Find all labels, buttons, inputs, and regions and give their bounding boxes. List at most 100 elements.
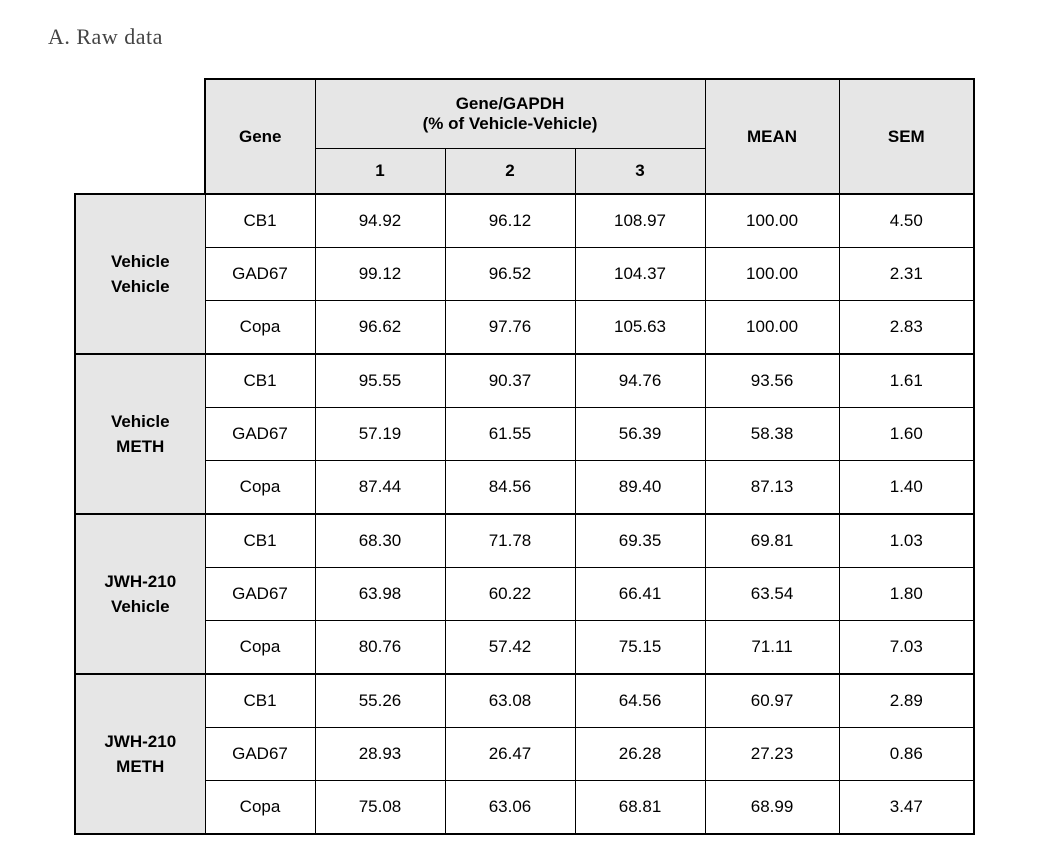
sem-cell: 1.40 xyxy=(839,461,974,515)
table-row: JWH-210 METH CB1 55.26 63.08 64.56 60.97… xyxy=(75,674,974,728)
value-cell: 26.47 xyxy=(445,728,575,781)
value-cell: 108.97 xyxy=(575,194,705,248)
sem-cell: 2.83 xyxy=(839,301,974,355)
gene-cell: Copa xyxy=(205,781,315,835)
value-cell: 96.12 xyxy=(445,194,575,248)
mean-cell: 93.56 xyxy=(705,354,839,408)
table-row: GAD67 63.98 60.22 66.41 63.54 1.80 xyxy=(75,568,974,621)
value-cell: 68.81 xyxy=(575,781,705,835)
gene-cell: CB1 xyxy=(205,674,315,728)
value-cell: 89.40 xyxy=(575,461,705,515)
mean-cell: 58.38 xyxy=(705,408,839,461)
value-cell: 69.35 xyxy=(575,514,705,568)
table-row: Copa 75.08 63.06 68.81 68.99 3.47 xyxy=(75,781,974,835)
value-cell: 55.26 xyxy=(315,674,445,728)
mean-cell: 87.13 xyxy=(705,461,839,515)
sem-cell: 1.80 xyxy=(839,568,974,621)
mean-cell: 27.23 xyxy=(705,728,839,781)
col-n1: 1 xyxy=(315,149,445,195)
group-label-line2: Vehicle xyxy=(111,277,170,296)
mean-cell: 69.81 xyxy=(705,514,839,568)
value-cell: 61.55 xyxy=(445,408,575,461)
value-cell: 64.56 xyxy=(575,674,705,728)
mean-cell: 71.11 xyxy=(705,621,839,675)
table-row: Copa 80.76 57.42 75.15 71.11 7.03 xyxy=(75,621,974,675)
value-cell: 66.41 xyxy=(575,568,705,621)
gene-cell: Copa xyxy=(205,461,315,515)
value-cell: 56.39 xyxy=(575,408,705,461)
raw-data-table: Gene Gene/GAPDH (% of Vehicle-Vehicle) M… xyxy=(74,78,975,835)
sem-cell: 1.03 xyxy=(839,514,974,568)
col-gapdh-title: Gene/GAPDH (% of Vehicle-Vehicle) xyxy=(315,79,705,149)
sem-cell: 4.50 xyxy=(839,194,974,248)
value-cell: 57.19 xyxy=(315,408,445,461)
value-cell: 63.98 xyxy=(315,568,445,621)
table-row: GAD67 28.93 26.47 26.28 27.23 0.86 xyxy=(75,728,974,781)
value-cell: 87.44 xyxy=(315,461,445,515)
sem-cell: 0.86 xyxy=(839,728,974,781)
gene-cell: Copa xyxy=(205,621,315,675)
section-title: A. Raw data xyxy=(48,24,163,50)
gene-cell: GAD67 xyxy=(205,248,315,301)
table-row: Copa 96.62 97.76 105.63 100.00 2.83 xyxy=(75,301,974,355)
value-cell: 71.78 xyxy=(445,514,575,568)
gene-cell: GAD67 xyxy=(205,408,315,461)
raw-data-table-wrap: Gene Gene/GAPDH (% of Vehicle-Vehicle) M… xyxy=(74,78,973,835)
value-cell: 96.52 xyxy=(445,248,575,301)
group-label-line1: Vehicle xyxy=(111,252,170,271)
group-header: Vehicle Vehicle xyxy=(75,194,205,354)
sem-cell: 2.89 xyxy=(839,674,974,728)
sem-cell: 1.61 xyxy=(839,354,974,408)
group-header: Vehicle METH xyxy=(75,354,205,514)
group-label-line2: Vehicle xyxy=(111,597,170,616)
gene-cell: CB1 xyxy=(205,514,315,568)
gene-cell: CB1 xyxy=(205,354,315,408)
col-gapdh-line1: Gene/GAPDH xyxy=(456,94,565,113)
value-cell: 97.76 xyxy=(445,301,575,355)
value-cell: 99.12 xyxy=(315,248,445,301)
value-cell: 57.42 xyxy=(445,621,575,675)
col-sem: SEM xyxy=(839,79,974,194)
value-cell: 105.63 xyxy=(575,301,705,355)
mean-cell: 100.00 xyxy=(705,194,839,248)
mean-cell: 100.00 xyxy=(705,248,839,301)
value-cell: 63.06 xyxy=(445,781,575,835)
group-header: JWH-210 METH xyxy=(75,674,205,834)
col-n2: 2 xyxy=(445,149,575,195)
table-row: JWH-210 Vehicle CB1 68.30 71.78 69.35 69… xyxy=(75,514,974,568)
value-cell: 26.28 xyxy=(575,728,705,781)
mean-cell: 60.97 xyxy=(705,674,839,728)
col-mean: MEAN xyxy=(705,79,839,194)
table-row: Vehicle METH CB1 95.55 90.37 94.76 93.56… xyxy=(75,354,974,408)
gene-cell: GAD67 xyxy=(205,728,315,781)
group-label-line1: JWH-210 xyxy=(104,572,176,591)
gene-cell: Copa xyxy=(205,301,315,355)
sem-cell: 3.47 xyxy=(839,781,974,835)
value-cell: 28.93 xyxy=(315,728,445,781)
value-cell: 63.08 xyxy=(445,674,575,728)
value-cell: 84.56 xyxy=(445,461,575,515)
col-gene: Gene xyxy=(205,79,315,194)
group-label-line2: METH xyxy=(116,437,164,456)
value-cell: 96.62 xyxy=(315,301,445,355)
mean-cell: 100.00 xyxy=(705,301,839,355)
table-row: GAD67 99.12 96.52 104.37 100.00 2.31 xyxy=(75,248,974,301)
table-row: Copa 87.44 84.56 89.40 87.13 1.40 xyxy=(75,461,974,515)
value-cell: 95.55 xyxy=(315,354,445,408)
blank-corner-cell xyxy=(75,79,205,194)
value-cell: 104.37 xyxy=(575,248,705,301)
group-label-line2: METH xyxy=(116,757,164,776)
col-n3: 3 xyxy=(575,149,705,195)
table-header-row-1: Gene Gene/GAPDH (% of Vehicle-Vehicle) M… xyxy=(75,79,974,149)
group-label-line1: JWH-210 xyxy=(104,732,176,751)
sem-cell: 2.31 xyxy=(839,248,974,301)
sem-cell: 7.03 xyxy=(839,621,974,675)
mean-cell: 68.99 xyxy=(705,781,839,835)
group-header: JWH-210 Vehicle xyxy=(75,514,205,674)
value-cell: 68.30 xyxy=(315,514,445,568)
value-cell: 94.92 xyxy=(315,194,445,248)
value-cell: 80.76 xyxy=(315,621,445,675)
col-gapdh-line2: (% of Vehicle-Vehicle) xyxy=(423,114,598,133)
table-row: GAD67 57.19 61.55 56.39 58.38 1.60 xyxy=(75,408,974,461)
gene-cell: GAD67 xyxy=(205,568,315,621)
